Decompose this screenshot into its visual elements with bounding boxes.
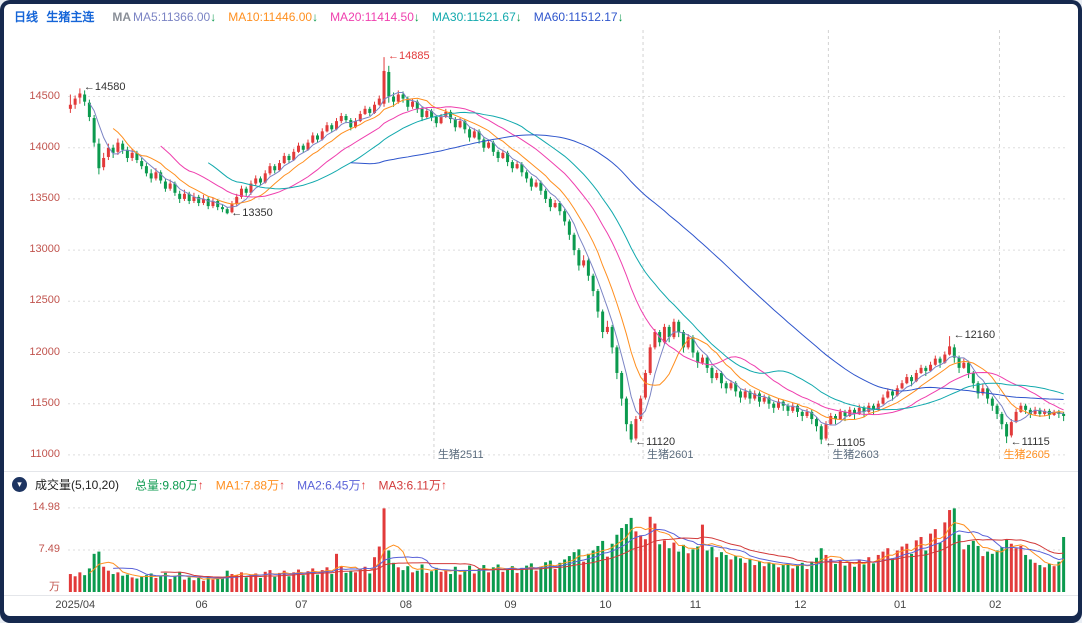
chart-header: 日线 生猪主连 MA MA5:11366.00↓ MA10:11446.00↓ MA… [14, 8, 636, 25]
legend-item: MA2:6.45万↑ [297, 477, 367, 493]
legend-item: MA3:6.11万↑ [378, 477, 447, 493]
ma-legend: MA5:11366.00↓ MA10:11446.00↓ MA20:11414.50… [133, 9, 636, 24]
period-selector[interactable]: 日线 [14, 10, 39, 24]
legend-item: MA30:11521.67↓ [431, 9, 522, 24]
volume-header: ▾ 成交量(5,10,20) 总量:9.80万↑ MA1:7.88万↑ MA2:6.… [12, 476, 459, 493]
down-arrow-icon: ↓ [617, 9, 624, 24]
down-arrow-icon: ↓ [413, 9, 420, 24]
legend-item: MA20:11414.50↓ [330, 9, 420, 24]
legend-label: MA60:11512.17 [533, 9, 618, 24]
legend-label: MA10:11446.00 [228, 9, 313, 24]
volume-legend: 总量:9.80万↑ MA1:7.88万↑ MA2:6.45万↑ MA3:6.11万↑ [135, 476, 459, 493]
legend-item: 总量:9.80万↑ [135, 477, 204, 493]
legend-label: MA5:11366.00 [133, 9, 211, 24]
down-arrow-icon: ↓ [312, 9, 319, 24]
panel-toggle-icon[interactable]: ▾ [12, 477, 27, 492]
axis-divider [4, 595, 1078, 596]
legend-label: MA20:11414.50 [330, 9, 414, 24]
legend-label: MA2:6.45万 [297, 478, 361, 492]
legend-label: MA30:11521.67 [431, 9, 516, 24]
down-arrow-icon: ↓ [515, 9, 522, 24]
legend-item: MA60:11512.17↓ [533, 9, 624, 24]
legend-label: 总量:9.80万 [135, 478, 198, 492]
legend-item: MA1:7.88万↑ [215, 477, 286, 493]
legend-item: MA5:11366.00↓ [133, 9, 217, 24]
panel-divider [4, 471, 1078, 472]
up-arrow-icon: ↑ [279, 477, 286, 492]
ma-group-label: MA [112, 9, 132, 24]
volume-title: 成交量(5,10,20) [35, 478, 120, 492]
legend-label: MA3:6.11万 [378, 478, 441, 492]
symbol-label: 生猪主连 [46, 10, 95, 24]
up-arrow-icon: ↑ [197, 477, 204, 492]
up-arrow-icon: ↑ [440, 477, 447, 492]
legend-label: MA1:7.88万 [215, 478, 280, 492]
down-arrow-icon: ↓ [210, 9, 217, 24]
legend-item: MA10:11446.00↓ [228, 9, 319, 24]
up-arrow-icon: ↑ [360, 477, 367, 492]
instrument-title: 日线 生猪主连 [14, 8, 94, 25]
